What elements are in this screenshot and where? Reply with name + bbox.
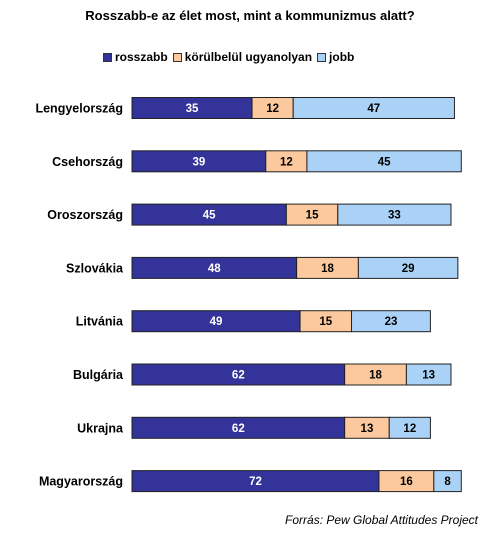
- value-label-szlovakia-series-0: 48: [208, 263, 221, 275]
- source-note: Forrás: Pew Global Attitudes Project: [285, 513, 478, 527]
- bar-bulgaria-series-2: [405, 363, 452, 386]
- value-label-litvania-series-1: 15: [319, 316, 332, 328]
- legend-item-rosszabb: rosszabb: [103, 50, 168, 64]
- value-label-csehorszag-series-0: 39: [192, 156, 205, 168]
- legend-swatch-rosszabb: [103, 52, 112, 62]
- bar-csehorszag-series-2: [306, 150, 462, 173]
- legend-label-jobb: jobb: [329, 50, 355, 64]
- value-label-lengyelorszag-series-0: 35: [186, 103, 199, 115]
- category-label-szlovakia: Szlovákia: [66, 261, 124, 275]
- value-label-oroszorszag-series-1: 15: [306, 210, 319, 222]
- legend: rosszabb körülbelül ugyanolyan jobb: [103, 50, 359, 64]
- value-label-magyarorszag-series-1: 16: [400, 476, 413, 488]
- bar-szlovakia-series-2: [357, 256, 459, 279]
- value-label-szlovakia-series-1: 18: [321, 263, 334, 275]
- value-label-magyarorszag-series-0: 72: [249, 476, 262, 488]
- chart-title: Rosszabb-e az élet most, mint a kommuniz…: [85, 8, 415, 23]
- value-label-ukrajna-series-0: 62: [232, 423, 245, 435]
- legend-swatch-ugyanolyan: [172, 52, 182, 62]
- bar-oroszorszag-series-2: [337, 203, 452, 226]
- value-label-litvania-series-0: 49: [210, 316, 223, 328]
- category-label-litvania: Litvánia: [76, 315, 124, 329]
- legend-label-rosszabb: rosszabb: [115, 50, 168, 64]
- value-label-ukrajna-series-1: 13: [361, 423, 374, 435]
- value-label-litvania-series-2: 23: [385, 316, 398, 328]
- legend-swatch-jobb: [317, 52, 327, 62]
- value-label-lengyelorszag-series-2: 47: [367, 103, 380, 115]
- category-label-lengyelorszag: Lengyelország: [35, 102, 123, 116]
- value-label-oroszorszag-series-2: 33: [388, 210, 401, 222]
- value-label-oroszorszag-series-0: 45: [203, 210, 216, 222]
- value-label-bulgaria-series-2: 13: [422, 370, 435, 382]
- category-label-magyarorszag: Magyarország: [39, 475, 123, 489]
- legend-item-ugyanolyan: körülbelül ugyanolyan: [172, 50, 313, 64]
- legend-item-jobb: jobb: [317, 50, 354, 64]
- value-label-csehorszag-series-1: 12: [280, 156, 293, 168]
- bar-litvania-series-2: [351, 310, 431, 333]
- value-label-lengyelorszag-series-1: 12: [266, 103, 279, 115]
- bar-lengyelorszag-series-2: [292, 97, 455, 119]
- value-label-bulgaria-series-0: 62: [232, 370, 245, 382]
- value-label-szlovakia-series-2: 29: [402, 263, 415, 275]
- value-label-csehorszag-series-2: 45: [378, 156, 391, 168]
- category-label-ukrajna: Ukrajna: [77, 421, 124, 435]
- value-label-ukrajna-series-2: 12: [403, 423, 416, 435]
- value-label-bulgaria-series-1: 18: [369, 370, 382, 382]
- legend-label-ugyanolyan: körülbelül ugyanolyan: [184, 50, 313, 64]
- category-label-bulgaria: Bulgária: [73, 368, 124, 382]
- category-label-oroszorszag: Oroszország: [47, 208, 123, 222]
- category-label-csehorszag: Csehország: [52, 155, 123, 169]
- value-label-magyarorszag-series-2: 8: [444, 476, 451, 488]
- bar-ukrajna-series-2: [388, 416, 431, 439]
- bar-magyarorszag-series-2: [433, 470, 462, 493]
